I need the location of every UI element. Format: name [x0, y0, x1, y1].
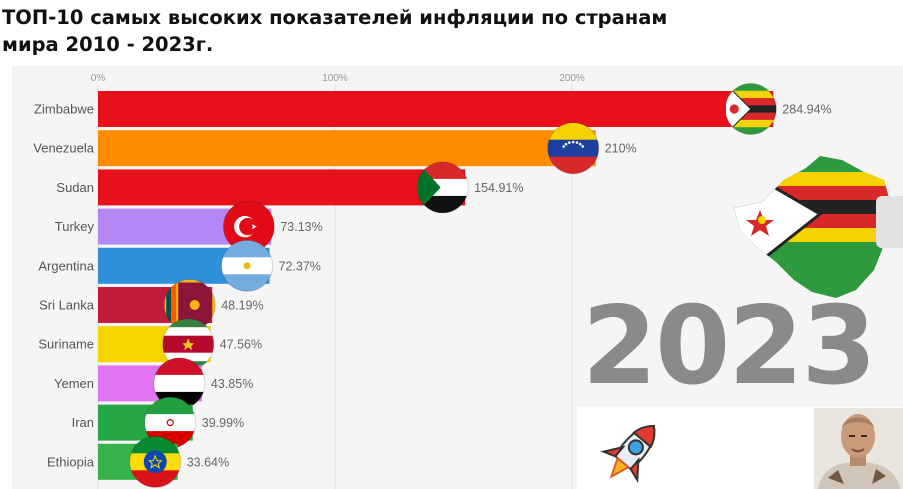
value-label: 47.56%	[220, 338, 262, 352]
value-label: 39.99%	[202, 416, 244, 430]
category-label: Yemen	[54, 376, 94, 391]
x-tick-label: 100%	[322, 73, 348, 84]
category-label: Sudan	[56, 180, 94, 195]
bar-zimbabwe	[98, 91, 774, 127]
value-label: 210%	[605, 142, 637, 156]
category-label: Sri Lanka	[39, 298, 95, 313]
x-axis-ticks: 0% 100% 200%	[91, 73, 585, 84]
category-label: Argentina	[38, 258, 94, 273]
category-label: Iran	[72, 415, 94, 430]
zimbabwe-flag-icon	[724, 83, 777, 135]
argentina-flag-icon	[221, 239, 274, 292]
value-label: 73.13%	[280, 220, 322, 234]
category-label: Ethiopia	[47, 454, 95, 469]
rocket-icon	[600, 424, 656, 484]
x-tick-label: 200%	[559, 73, 585, 84]
year-label: 2023	[582, 284, 877, 409]
category-label: Turkey	[55, 219, 95, 234]
value-label: 48.19%	[221, 299, 263, 313]
sudan-flag-icon	[416, 161, 469, 214]
value-label: 154.91%	[474, 181, 523, 195]
presenter-avatar	[814, 408, 903, 489]
zimbabwe-map-icon	[734, 156, 890, 298]
category-label: Venezuela	[33, 141, 94, 156]
bar-venezuela	[98, 130, 596, 167]
bar-sudan	[98, 169, 466, 206]
value-label: 284.94%	[782, 103, 831, 117]
venezuela-flag-icon	[547, 122, 600, 175]
value-label: 43.85%	[211, 377, 253, 391]
iran-flag-icon	[144, 396, 197, 449]
chart-title: ТОП-10 самых высоких показателей инфляци…	[2, 6, 668, 56]
bar-chart: 0% 100% 200% Zimbabwe 284.94% Venezuela 210% S…	[33, 73, 832, 489]
ethiopia-flag-icon	[129, 435, 182, 488]
value-label: 72.37%	[279, 259, 321, 273]
bars: Zimbabwe 284.94% Venezuela 210% Sudan 154.91%…	[33, 83, 832, 488]
chart-panel: 0% 100% 200% Zimbabwe 284.94% Venezuela 210% S…	[12, 66, 903, 489]
category-label: Suriname	[38, 337, 94, 352]
value-label: 33.64%	[187, 455, 229, 469]
x-tick-label: 0%	[91, 73, 106, 84]
category-label: Zimbabwe	[34, 102, 94, 117]
side-scroll-tab[interactable]	[876, 196, 903, 248]
